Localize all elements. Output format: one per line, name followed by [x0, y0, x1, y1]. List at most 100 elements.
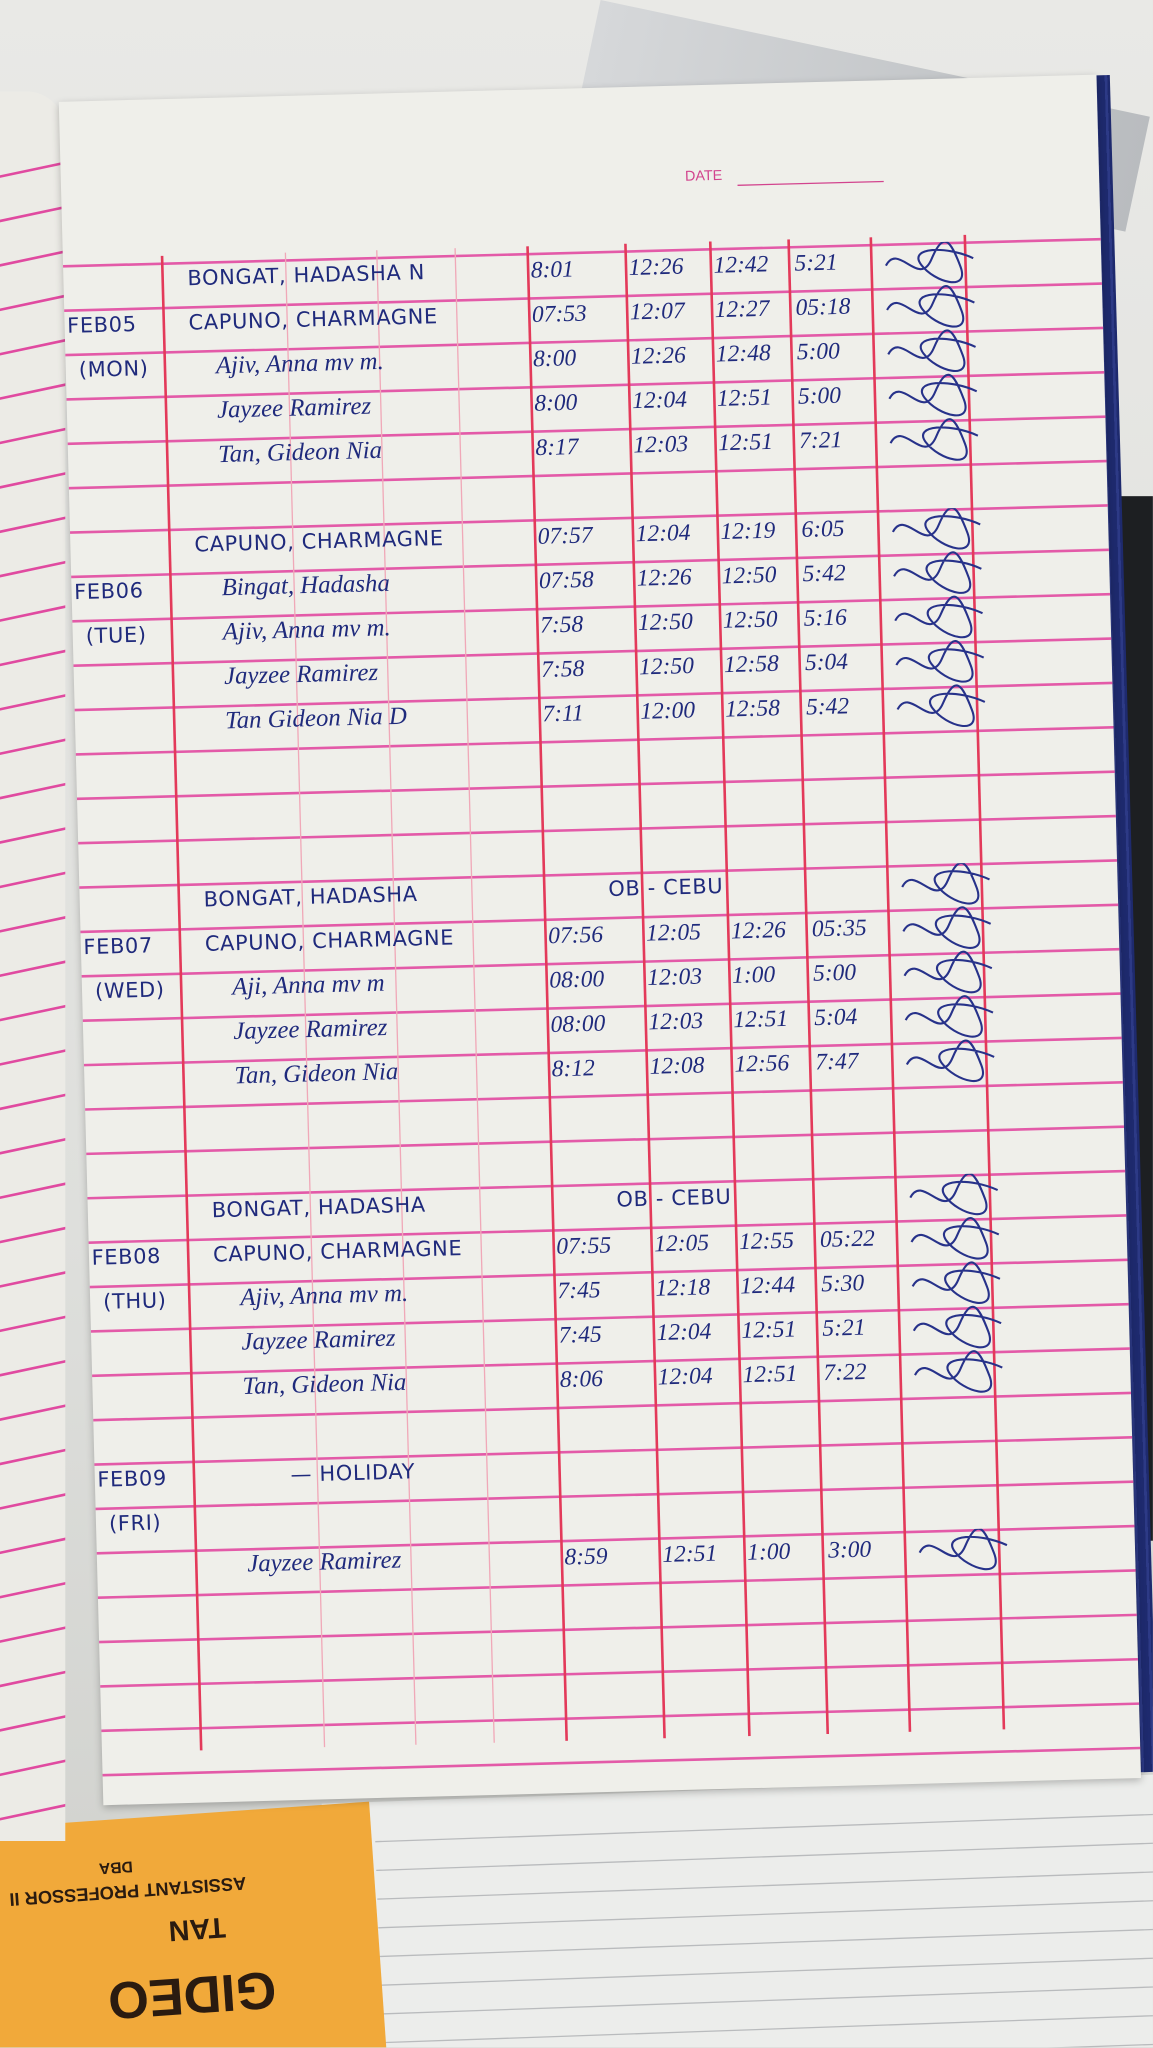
employee-name: CAPUNO, CHARMAGNE — [212, 1235, 463, 1267]
time-out-pm: 5:04 — [813, 1003, 858, 1031]
time-in-pm: 12:51 — [716, 383, 773, 412]
time-out-am: 12:05 — [645, 918, 702, 946]
time-out-am: 12:50 — [638, 652, 695, 680]
printed-form-paper — [321, 1774, 1153, 2048]
time-in-pm: 12:55 — [738, 1226, 795, 1255]
entry-note: OB - CEBU — [616, 1184, 732, 1212]
left-page-rule — [0, 1535, 66, 1560]
time-out-am: 12:04 — [657, 1362, 713, 1390]
left-page-rule — [0, 1579, 66, 1604]
time-in-am: 07:56 — [547, 920, 604, 949]
left-page-rule — [0, 425, 66, 450]
cover-surname: TAN — [167, 1911, 227, 1948]
employee-name: Ajiv, Anna mv m. — [239, 1279, 409, 1312]
ruled-line — [99, 1613, 1137, 1644]
time-in-pm: 12:44 — [739, 1271, 796, 1299]
employee-name: Jayzee Ramirez — [232, 1014, 388, 1046]
ruled-line — [94, 1436, 1133, 1466]
signature-scribble — [909, 1172, 1003, 1393]
ruled-line — [95, 1480, 1134, 1511]
left-page-rule — [0, 1046, 66, 1072]
signature-scribble — [891, 507, 986, 727]
time-in-pm: 12:26 — [730, 916, 787, 944]
left-page-rule — [0, 736, 66, 761]
left-page-rule — [0, 1401, 66, 1427]
time-in-am: 8:00 — [532, 344, 577, 372]
day-weekday: (TUE) — [85, 622, 147, 649]
time-out-am: 12:04 — [631, 385, 688, 414]
time-in-am: 8:00 — [533, 388, 578, 416]
left-page-rule — [0, 1224, 66, 1249]
time-out-pm: 05:35 — [811, 914, 868, 942]
day-date: FEB06 — [73, 577, 144, 605]
time-in-am: 8:06 — [559, 1365, 604, 1393]
employee-name: Jayzee Ramirez — [241, 1324, 396, 1357]
left-page-rule — [0, 1712, 66, 1737]
time-in-pm: 12:19 — [720, 516, 776, 545]
time-out-pm: 3:00 — [827, 1535, 872, 1563]
time-out-pm: 05:22 — [819, 1224, 876, 1253]
time-in-am: 07:55 — [555, 1231, 612, 1260]
time-out-am: 12:26 — [636, 563, 692, 591]
left-page-rule — [0, 514, 66, 539]
time-out-pm: 5:04 — [804, 648, 849, 676]
time-out-pm: 5:16 — [803, 603, 848, 631]
employee-name: BONGAT, HADASHA — [203, 881, 418, 912]
time-out-pm: 7:47 — [814, 1047, 859, 1075]
time-out-pm: 5:21 — [821, 1313, 866, 1341]
form-line — [383, 2043, 1153, 2048]
time-in-pm: 12:58 — [723, 649, 780, 678]
time-out-pm: 5:00 — [797, 381, 842, 410]
time-in-pm: 12:51 — [732, 1004, 789, 1033]
ruled-line — [100, 1657, 1138, 1688]
form-line — [382, 2014, 1153, 2044]
time-in-pm: 12:50 — [722, 605, 778, 634]
time-out-am: 12:04 — [656, 1317, 712, 1346]
time-in-pm: 1:00 — [731, 960, 776, 989]
left-page-rule — [0, 469, 66, 494]
cover-name: GIDEO — [106, 1960, 279, 2030]
employee-name: Tan, Gideon Nia — [234, 1058, 399, 1090]
time-out-am: 12:07 — [629, 297, 685, 325]
day-weekday: (MON) — [78, 355, 149, 383]
time-in-am: 7:58 — [540, 654, 585, 683]
left-page-rule — [0, 1357, 66, 1382]
time-out-pm: 5:00 — [812, 958, 857, 986]
left-page-rule — [0, 602, 66, 628]
time-out-am: 12:05 — [653, 1229, 710, 1257]
date-line — [737, 180, 884, 186]
left-page-rule — [0, 780, 66, 805]
time-in-pm: 12:51 — [741, 1315, 797, 1344]
left-page-rule — [0, 558, 66, 583]
time-in-am: 8:01 — [530, 255, 575, 283]
time-in-pm: 12:51 — [742, 1359, 798, 1388]
logbook-page: DATE FEB05 (MON) BONGAT, HADASHA N 8:01 12:2… — [58, 74, 1142, 1806]
employee-name: Tan, Gideon Nia — [217, 436, 383, 469]
form-line — [376, 1842, 1153, 1872]
time-out-am: 12:00 — [639, 696, 696, 725]
left-page-rule — [0, 292, 66, 317]
time-out-am: 12:03 — [646, 962, 703, 991]
time-in-am: 7:45 — [557, 1276, 601, 1304]
time-in-am: 07:57 — [537, 521, 593, 550]
left-page-rule — [0, 1268, 66, 1294]
signature-scribble — [918, 1527, 1008, 1571]
left-page-rule — [0, 647, 66, 672]
signature-scribble — [884, 240, 979, 461]
time-out-pm: 05:18 — [795, 292, 851, 321]
signature-scribble — [901, 862, 995, 1082]
employee-name: Tan, Gideon Nia — [242, 1368, 407, 1401]
left-page-rule — [0, 1002, 66, 1027]
time-in-am: 07:53 — [531, 299, 588, 328]
employee-name: CAPUNO, CHARMAGNE — [194, 525, 444, 557]
left-page-rule — [0, 1490, 66, 1515]
time-in-am: 8:59 — [564, 1542, 608, 1570]
time-in-pm: 12:51 — [717, 427, 774, 456]
left-page-rule — [0, 957, 66, 983]
date-label: DATE — [684, 168, 723, 185]
employee-name: Ajiv, Anna mv m. — [222, 614, 392, 647]
holiday-note: — HOLIDAY — [290, 1458, 416, 1487]
left-page-rule — [0, 380, 66, 406]
time-in-pm: 12:48 — [715, 339, 771, 367]
time-in-am: 7:45 — [558, 1320, 603, 1348]
